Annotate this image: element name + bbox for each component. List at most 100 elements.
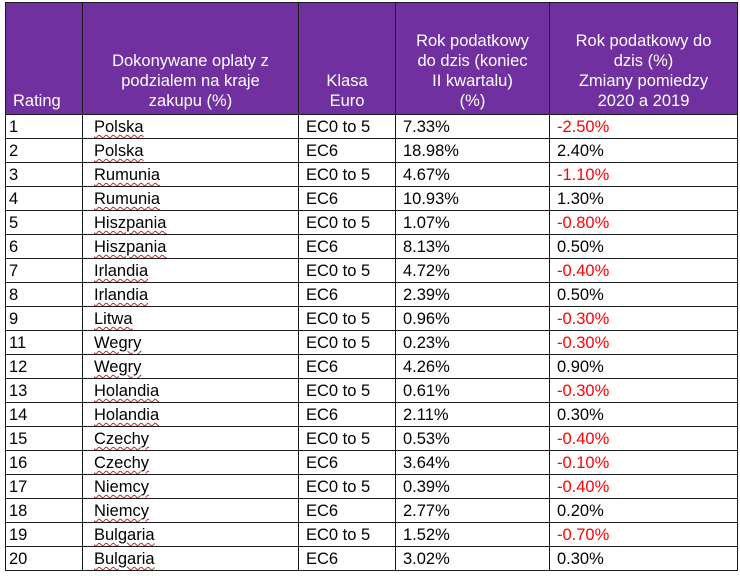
ytd-cell: 1.07% [395,210,550,235]
country-name: Rumunia [94,190,161,208]
rating-table: Rating Dokonywane oplaty z podzialem na … [5,2,738,571]
change-cell: -0.10% [549,450,738,475]
country-cell: Holandia [82,378,299,403]
euro-class-cell: EC6 [298,282,396,307]
country-name: Niemcy [94,478,150,496]
ytd-cell: 0.23% [395,330,550,355]
ytd-cell: 3.02% [395,546,550,571]
euro-class-cell: EC0 to 5 [298,330,396,355]
country-cell: Holandia [82,402,299,427]
header-country: Dokonywane oplaty z podzialem na kraje z… [82,2,299,115]
change-cell: 0.50% [549,234,738,259]
rating-cell: 20 [5,546,83,571]
euro-class-cell: EC0 to 5 [298,210,396,235]
rating-cell: 5 [5,210,83,235]
table-row: 15 Czechy EC0 to 5 0.53% -0.40% [5,426,738,451]
table-row: 2 Polska EC6 18.98% 2.40% [5,138,738,163]
change-cell: 0.30% [549,402,738,427]
table-row: 16 Czechy EC6 3.64% -0.10% [5,450,738,475]
euro-class-cell: EC6 [298,138,396,163]
change-cell: -0.80% [549,210,738,235]
rating-cell: 9 [5,306,83,331]
country-cell: Irlandia [82,282,299,307]
table-row: 3 Rumunia EC0 to 5 4.67% -1.10% [5,162,738,187]
rating-cell: 14 [5,402,83,427]
change-cell: -0.40% [549,258,738,283]
country-cell: Irlandia [82,258,299,283]
change-cell: -0.40% [549,426,738,451]
table-header: Rating Dokonywane oplaty z podzialem na … [5,2,738,115]
ytd-cell: 0.96% [395,306,550,331]
change-cell: 0.50% [549,282,738,307]
ytd-cell: 4.67% [395,162,550,187]
header-ytd: Rok podatkowy do dzis (koniec II kwartal… [395,2,550,115]
euro-class-cell: EC0 to 5 [298,426,396,451]
ytd-cell: 0.39% [395,474,550,499]
rating-cell: 4 [5,186,83,211]
country-name: Wegry [94,358,142,376]
header-change: Rok podatkowy do dzis (%) Zmiany pomiedz… [549,2,738,115]
country-cell: Czechy [82,426,299,451]
rating-cell: 3 [5,162,83,187]
change-cell: 1.30% [549,186,738,211]
euro-class-cell: EC0 to 5 [298,114,396,139]
euro-class-cell: EC6 [298,234,396,259]
table-row: 14 Holandia EC6 2.11% 0.30% [5,402,738,427]
change-cell: -2.50% [549,114,738,139]
country-name: Czechy [94,454,150,472]
country-name: Polska [94,142,144,160]
euro-class-cell: EC0 to 5 [298,306,396,331]
country-cell: Bulgaria [82,522,299,547]
country-name: Holandia [94,406,160,424]
rating-cell: 19 [5,522,83,547]
table-row: 11 Wegry EC0 to 5 0.23% -0.30% [5,330,738,355]
country-name: Bulgaria [94,550,155,568]
country-name: Polska [94,118,144,136]
change-cell: 0.20% [549,498,738,523]
country-name: Hiszpania [94,238,167,256]
change-cell: -0.70% [549,522,738,547]
table-row: 20 Bulgaria EC6 3.02% 0.30% [5,546,738,571]
table-row: 5 Hiszpania EC0 to 5 1.07% -0.80% [5,210,738,235]
table-body: 1 Polska EC0 to 5 7.33% -2.50% 2 Polska EC6 18.9… [5,114,738,571]
country-name: Bulgaria [94,526,155,544]
rating-cell: 12 [5,354,83,379]
country-name: Wegry [94,334,142,352]
euro-class-cell: EC0 to 5 [298,378,396,403]
change-cell: -0.30% [549,330,738,355]
header-row: Rating Dokonywane oplaty z podzialem na … [5,2,738,115]
euro-class-cell: EC0 to 5 [298,162,396,187]
rating-cell: 17 [5,474,83,499]
rating-cell: 8 [5,282,83,307]
euro-class-cell: EC6 [298,546,396,571]
table-row: 4 Rumunia EC6 10.93% 1.30% [5,186,738,211]
country-cell: Rumunia [82,186,299,211]
country-name: Holandia [94,382,160,400]
country-cell: Polska [82,138,299,163]
rating-cell: 1 [5,114,83,139]
table-row: 1 Polska EC0 to 5 7.33% -2.50% [5,114,738,139]
euro-class-cell: EC0 to 5 [298,522,396,547]
table-row: 9 Litwa EC0 to 5 0.96% -0.30% [5,306,738,331]
ytd-cell: 18.98% [395,138,550,163]
euro-class-cell: EC0 to 5 [298,258,396,283]
country-name: Irlandia [94,286,149,304]
country-name: Rumunia [94,166,161,184]
country-cell: Wegry [82,354,299,379]
rating-cell: 11 [5,330,83,355]
country-cell: Litwa [82,306,299,331]
country-cell: Rumunia [82,162,299,187]
euro-class-cell: EC6 [298,354,396,379]
country-cell: Polska [82,114,299,139]
change-cell: -0.30% [549,306,738,331]
ytd-cell: 3.64% [395,450,550,475]
country-name: Niemcy [94,502,150,520]
table-row: 18 Niemcy EC6 2.77% 0.20% [5,498,738,523]
country-cell: Bulgaria [82,546,299,571]
table-row: 7 Irlandia EC0 to 5 4.72% -0.40% [5,258,738,283]
euro-class-cell: EC6 [298,402,396,427]
country-cell: Hiszpania [82,210,299,235]
table-row: 8 Irlandia EC6 2.39% 0.50% [5,282,738,307]
country-cell: Niemcy [82,474,299,499]
table-row: 17 Niemcy EC0 to 5 0.39% -0.40% [5,474,738,499]
